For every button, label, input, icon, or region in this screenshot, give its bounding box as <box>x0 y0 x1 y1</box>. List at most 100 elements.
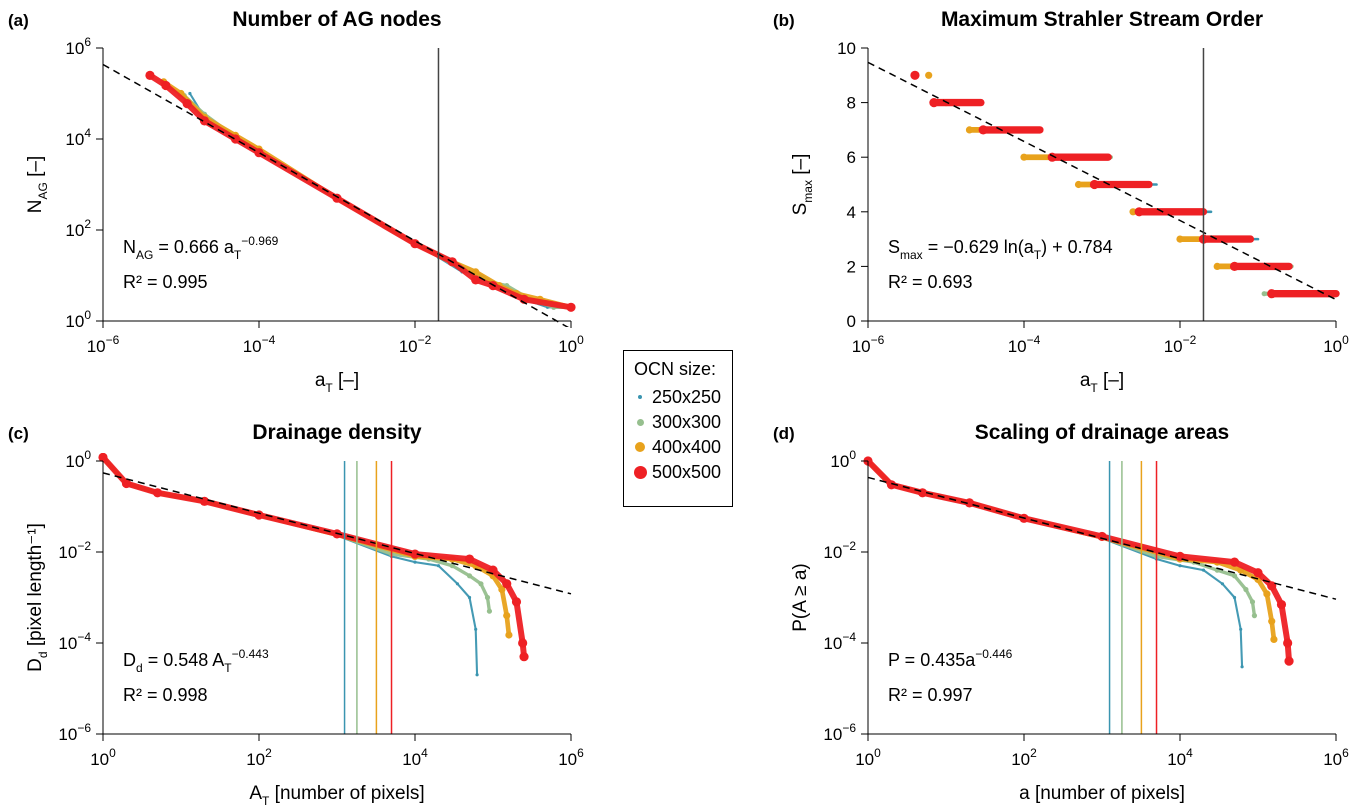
fit-line <box>102 472 572 595</box>
data-point-500x500 <box>410 239 420 249</box>
data-point-400x400 <box>1074 180 1083 189</box>
series-line-500x500 <box>865 458 1293 665</box>
series-line-300x300 <box>101 455 492 613</box>
legend-item-300: 300x300 <box>632 410 721 434</box>
data-point-500x500 <box>471 275 481 285</box>
data-point-250x250 <box>1201 568 1206 572</box>
series-line-300x300 <box>866 459 1257 618</box>
data-point-250x250 <box>413 560 417 564</box>
legend-label: 500x500 <box>652 461 722 482</box>
data-point-250x250 <box>1239 627 1243 631</box>
panel-label: (b) <box>773 11 795 30</box>
data-point-500x500 <box>929 98 939 108</box>
series-line-400x400 <box>100 455 512 638</box>
y-tick-label: 10 <box>837 39 856 58</box>
data-point-400x400 <box>1213 262 1221 270</box>
fit-annotation: R² = 0.998 <box>123 685 208 705</box>
data-point-400x400 <box>1270 635 1278 643</box>
chart-title: Maximum Strahler Stream Order <box>941 8 1263 31</box>
legend-label: 300x300 <box>652 411 722 432</box>
fit-annotation: R² = 0.997 <box>888 685 973 705</box>
data-point-500x500 <box>964 498 975 508</box>
data-point-500x500 <box>1134 207 1144 217</box>
x-axis-label: aT​ [–] <box>315 370 359 395</box>
data-point-500x500 <box>511 597 522 607</box>
panel-label: (d) <box>773 424 795 443</box>
series-line-500x500 <box>146 72 574 311</box>
data-point-500x500 <box>254 148 264 158</box>
x-tick-label: 106​ <box>1323 746 1349 769</box>
panel-2: 100​ 102​ 104​ 106​ 10−6​ 10−4​ 10−2​ 100​ Drain… <box>8 421 584 807</box>
legend-title: OCN size: <box>634 359 717 379</box>
x-axis-label: a [number of pixels] <box>1019 783 1185 804</box>
series-line-500x500 <box>100 454 528 660</box>
x-tick-label: 10−6​ <box>852 333 885 356</box>
data-point-500x500 <box>518 638 528 648</box>
legend-label: 250x250 <box>652 386 722 407</box>
data-point-300x300 <box>1249 599 1256 605</box>
panel-1: 10−6​ 10−4​ 10−2​ 100​ 0 2 4 6 8 10 Maximum Strahl… <box>773 8 1349 395</box>
fit-annotation: R² = 0.995 <box>123 272 208 292</box>
plot-area <box>102 63 576 327</box>
data-point-250x250 <box>1240 665 1244 669</box>
data-point-400x400 <box>1263 590 1271 598</box>
y-tick-label: 2 <box>847 257 856 276</box>
x-axis-label: aT​ [–] <box>1080 370 1124 395</box>
x-tick-label: 104​ <box>1167 746 1193 769</box>
data-point-300x300 <box>449 563 455 569</box>
data-point-400x400 <box>1268 617 1276 625</box>
legend-item-400: 400x400 <box>632 435 721 459</box>
x-tick-label: 10−4​ <box>243 333 276 356</box>
x-tick-label: 10−4​ <box>1008 333 1041 356</box>
fit-line <box>867 61 1337 301</box>
data-point-500x500 <box>1229 557 1240 567</box>
legend-label: 400x400 <box>652 436 722 457</box>
chart-title: Scaling of drainage areas <box>975 421 1229 444</box>
data-point-400x400 <box>1176 235 1184 243</box>
fit-annotation: P = 0.435a−0.446​ <box>888 647 1013 670</box>
data-point-250x250 <box>475 673 479 677</box>
x-tick-label: 106​ <box>558 746 584 769</box>
data-point-250x250 <box>455 582 460 586</box>
data-point-250x250 <box>474 627 478 631</box>
y-tick-label: 10−4​ <box>823 630 856 653</box>
fit-line <box>867 476 1337 600</box>
plot-area <box>867 61 1340 301</box>
y-tick-label: 4 <box>847 203 856 222</box>
data-point-400x400 <box>965 126 974 134</box>
legend-swatch-300 <box>636 418 644 426</box>
legend: OCN size: 250x250 300x300 400x400 500x50… <box>623 350 733 507</box>
legend-item-250: 250x250 <box>632 385 721 409</box>
data-point-250x250 <box>188 91 192 96</box>
panel-label: (c) <box>8 424 29 443</box>
legend-swatch-500 <box>633 465 647 479</box>
data-point-300x300 <box>1261 291 1267 297</box>
data-point-500x500 <box>152 488 163 498</box>
panel-3: 100​ 102​ 104​ 106​ 10−6​ 10−4​ 10−2​ 100​ Scali… <box>773 421 1349 804</box>
data-point-500x500 <box>566 302 576 312</box>
data-point-300x300 <box>478 581 484 587</box>
data-point-300x300 <box>486 608 493 614</box>
data-point-500x500 <box>98 453 108 462</box>
data-point-400x400 <box>925 71 933 79</box>
fit-annotation: Smax​ = −0.629 ln(aT​) + 0.784 <box>888 237 1113 262</box>
data-point-500x500 <box>161 80 171 91</box>
series-line-250x250 <box>188 92 573 309</box>
series-line-400x400 <box>161 79 574 310</box>
x-axis-label: AT​ [number of pixels] <box>249 783 424 807</box>
y-axis-label: NAG​ [–] <box>25 156 50 213</box>
data-point-500x500 <box>410 549 420 559</box>
y-tick-label: 10−4​ <box>58 630 91 653</box>
y-tick-label: 106​ <box>65 35 91 58</box>
fit-annotation: R² = 0.693 <box>888 272 973 292</box>
legend-swatch-400 <box>635 442 645 452</box>
y-axis-label: Dd​ [pixel length⁻¹] <box>25 523 50 672</box>
chart-title: Number of AG nodes <box>232 8 441 31</box>
data-point-500x500 <box>121 478 132 489</box>
data-point-250x250 <box>1220 582 1225 586</box>
x-tick-label: 10−6​ <box>87 333 120 356</box>
series-line-400x400 <box>865 458 1277 642</box>
data-point-500x500 <box>1276 599 1287 610</box>
data-point-250x250 <box>436 564 441 568</box>
data-point-500x500 <box>1253 568 1263 578</box>
